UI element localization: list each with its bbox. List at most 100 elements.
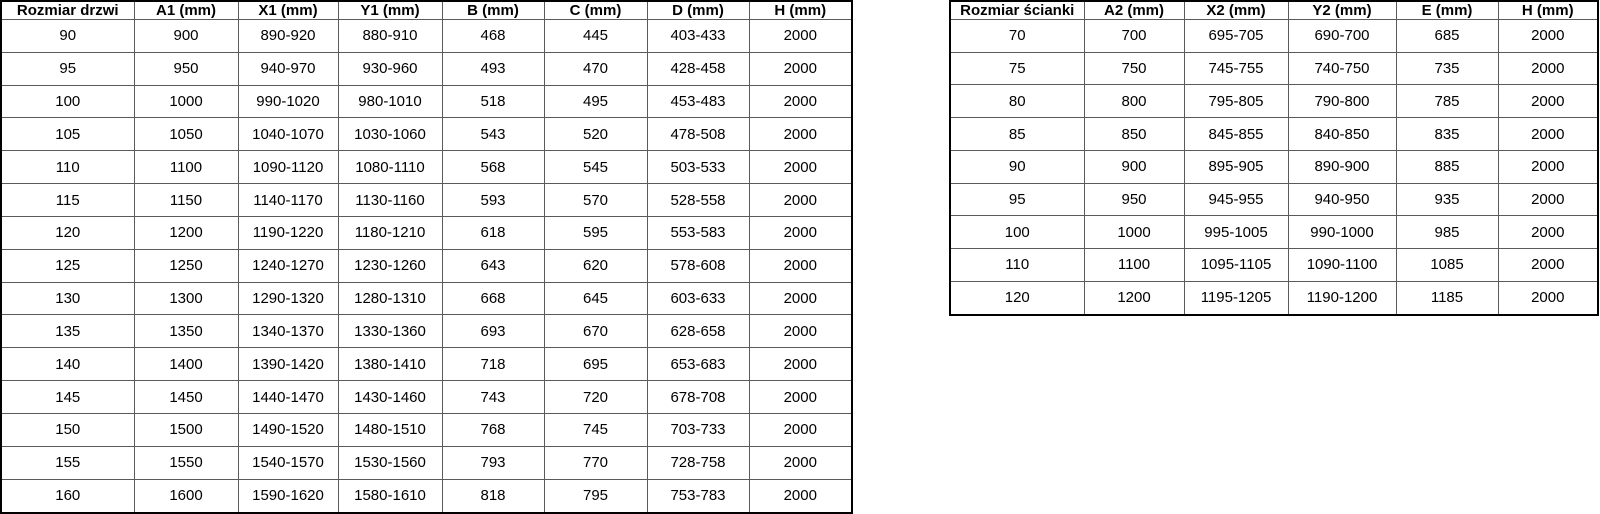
table-cell: 1450: [133, 380, 239, 414]
table-cell: 2000: [748, 215, 853, 250]
table-cell: 1090-1100: [1287, 248, 1397, 282]
table-cell: 2000: [1497, 280, 1599, 316]
table-cell: 2000: [1497, 117, 1599, 151]
table-cell: 745-755: [1183, 51, 1289, 86]
table-cell: 818: [441, 478, 545, 514]
table-cell: 935: [1395, 182, 1499, 217]
door-sizes-table-header: Rozmiar drzwi A1 (mm) X1 (mm) Y1 (mm) B (mm)…: [0, 0, 853, 20]
table-cell: 850: [1083, 117, 1185, 151]
column-header: X1 (mm): [237, 0, 339, 20]
table-cell: 728-758: [646, 445, 750, 480]
table-cell: 1540-1570: [237, 445, 339, 480]
table-cell: 2000: [1497, 84, 1599, 119]
table-cell: 940-950: [1287, 182, 1397, 217]
table-cell: 453-483: [646, 84, 750, 119]
column-header: Rozmiar drzwi: [0, 0, 135, 20]
table-cell: 985: [1395, 215, 1499, 250]
table-cell: 1050: [133, 117, 239, 152]
table-cell: 768: [441, 412, 545, 447]
table-cell: 930-960: [337, 51, 443, 86]
table-cell: 643: [441, 248, 545, 283]
table-cell: 2000: [748, 150, 853, 185]
table-cell: 880-910: [337, 19, 443, 53]
table-row: 140 1400 1390-1420 1380-1410 718 695 653-683 20…: [0, 347, 853, 382]
table-cell: 1430-1460: [337, 380, 443, 414]
table-row: 80 800 795-805 790-800 785 2000: [949, 84, 1599, 119]
table-cell: 618: [441, 215, 545, 250]
table-cell: 890-900: [1287, 149, 1397, 184]
table-cell: 543: [441, 117, 545, 152]
table-cell: 690-700: [1287, 19, 1397, 53]
column-header: E (mm): [1395, 0, 1499, 20]
table-cell: 493: [441, 51, 545, 86]
table-cell: 570: [543, 183, 648, 217]
table-cell: 895-905: [1183, 149, 1289, 184]
table-row: 90 900 895-905 890-900 885 2000: [949, 149, 1599, 184]
table-row: 90 900 890-920 880-910 468 445 403-433 2000: [0, 19, 853, 53]
table-cell: 2000: [748, 117, 853, 152]
header-row: Rozmiar ścianki A2 (mm) X2 (mm) Y2 (mm) E (m…: [949, 0, 1599, 20]
table-cell: 115: [0, 183, 135, 217]
table-cell: 1290-1320: [237, 281, 339, 316]
table-row: 125 1250 1240-1270 1230-1260 643 620 578-608 20…: [0, 248, 853, 283]
table-cell: 745: [543, 412, 648, 447]
table-cell: 2000: [1497, 51, 1599, 86]
table-cell: 1490-1520: [237, 412, 339, 447]
table-row: 145 1450 1440-1470 1430-1460 743 720 678-708 20…: [0, 380, 853, 414]
table-cell: 110: [0, 150, 135, 185]
table-cell: 800: [1083, 84, 1185, 119]
table-cell: 125: [0, 248, 135, 283]
table-cell: 445: [543, 19, 648, 53]
table-row: 100 1000 990-1020 980-1010 518 495 453-483 2000: [0, 84, 853, 119]
table-cell: 130: [0, 281, 135, 316]
table-cell: 2000: [748, 51, 853, 86]
table-cell: 753-783: [646, 478, 750, 514]
door-sizes-table-body: 90 900 890-920 880-910 468 445 403-433 2000 95 95…: [0, 19, 853, 514]
table-cell: 1090-1120: [237, 150, 339, 185]
table-cell: 100: [949, 215, 1085, 250]
table-cell: 2000: [748, 19, 853, 53]
table-cell: 718: [441, 347, 545, 382]
table-row: 120 1200 1190-1220 1180-1210 618 595 553-583 20…: [0, 215, 853, 250]
table-cell: 645: [543, 281, 648, 316]
column-header: Y1 (mm): [337, 0, 443, 20]
table-cell: 1000: [1083, 215, 1185, 250]
table-cell: 80: [949, 84, 1085, 119]
table-row: 135 1350 1340-1370 1330-1360 693 670 628-658 20…: [0, 314, 853, 349]
table-cell: 518: [441, 84, 545, 119]
wall-sizes-table-header: Rozmiar ścianki A2 (mm) X2 (mm) Y2 (mm) E (m…: [949, 0, 1599, 20]
table-cell: 75: [949, 51, 1085, 86]
table-cell: 790-800: [1287, 84, 1397, 119]
table-row: 85 850 845-855 840-850 835 2000: [949, 117, 1599, 151]
table-cell: 135: [0, 314, 135, 349]
table-cell: 700: [1083, 19, 1185, 53]
table-cell: 685: [1395, 19, 1499, 53]
table-cell: 1095-1105: [1183, 248, 1289, 282]
table-cell: 95: [0, 51, 135, 86]
table-cell: 1400: [133, 347, 239, 382]
table-row: 105 1050 1040-1070 1030-1060 543 520 478-508 20…: [0, 117, 853, 152]
table-cell: 1000: [133, 84, 239, 119]
table-cell: 2000: [748, 478, 853, 514]
table-cell: 628-658: [646, 314, 750, 349]
table-cell: 900: [1083, 149, 1185, 184]
table-cell: 553-583: [646, 215, 750, 250]
column-header: C (mm): [543, 0, 648, 20]
table-cell: 1380-1410: [337, 347, 443, 382]
table-cell: 2000: [748, 183, 853, 217]
table-cell: 845-855: [1183, 117, 1289, 151]
table-row: 160 1600 1590-1620 1580-1610 818 795 753-783 20…: [0, 478, 853, 514]
table-cell: 940-970: [237, 51, 339, 86]
table-cell: 1200: [1083, 280, 1185, 316]
table-cell: 1530-1560: [337, 445, 443, 480]
table-cell: 678-708: [646, 380, 750, 414]
table-cell: 743: [441, 380, 545, 414]
table-cell: 795-805: [1183, 84, 1289, 119]
column-header: A1 (mm): [133, 0, 239, 20]
table-cell: 900: [133, 19, 239, 53]
table-cell: 110: [949, 248, 1085, 282]
table-cell: 2000: [748, 412, 853, 447]
table-cell: 735: [1395, 51, 1499, 86]
table-cell: 2000: [748, 248, 853, 283]
